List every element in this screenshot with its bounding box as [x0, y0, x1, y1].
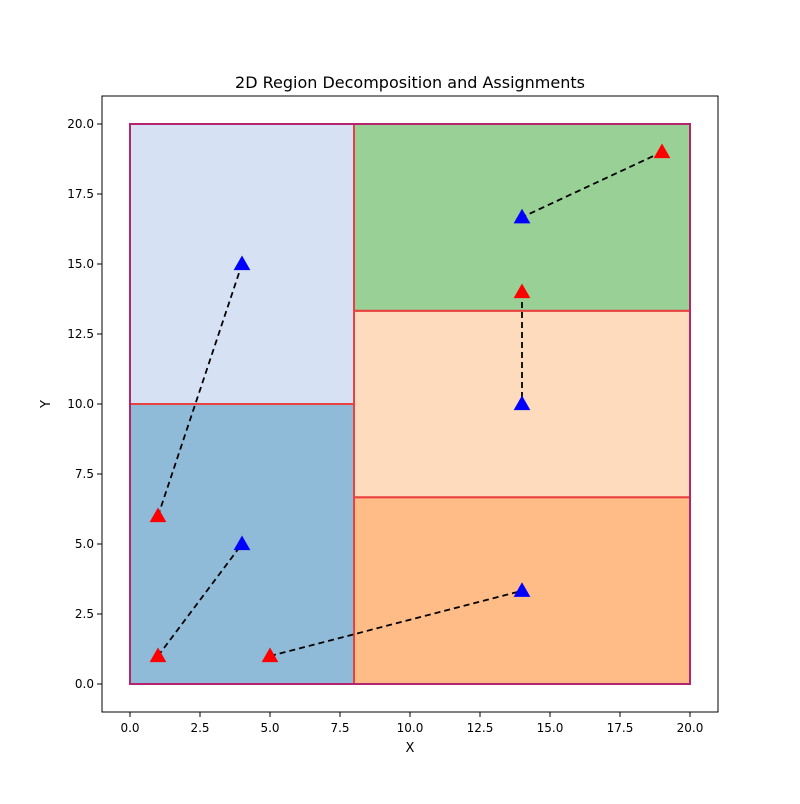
y-tick-label-5: 12.5	[67, 327, 94, 341]
blue-point-1	[233, 535, 251, 551]
y-ticks-layer: 0.0 2.5 5.0 7.5 10.0 12.5 15.0 17.5 20.0	[67, 117, 102, 691]
red-point-4	[653, 143, 671, 159]
x-axis-label: X	[406, 741, 415, 756]
y-tick-label-7: 17.5	[67, 187, 94, 201]
x-tick-label-3: 7.5	[330, 721, 349, 735]
blue-point-3	[513, 395, 531, 411]
points-layer	[149, 143, 671, 663]
x-ticks-layer: 0.0 2.5 5.0 7.5 10.0 12.5 15.0 17.5 20.0	[120, 712, 703, 735]
regions-layer	[129, 123, 691, 685]
x-tick-label-7: 17.5	[607, 721, 634, 735]
y-tick-label-2: 5.0	[75, 537, 94, 551]
x-tick-label-1: 2.5	[190, 721, 209, 735]
x-tick-label-6: 15.0	[537, 721, 564, 735]
x-tick-label-4: 10.0	[397, 721, 424, 735]
domain-outline	[129, 123, 691, 685]
red-point-1	[149, 647, 167, 663]
red-point-3	[513, 283, 531, 299]
y-tick-label-4: 10.0	[67, 397, 94, 411]
assignment-line-2	[269, 589, 523, 657]
y-tick-label-3: 7.5	[75, 467, 94, 481]
assignment-line-4	[521, 151, 663, 219]
x-tick-label-2: 5.0	[260, 721, 279, 735]
red-point-0	[149, 507, 167, 523]
y-tick-label-0: 0.0	[75, 677, 94, 691]
assignment-lines-layer	[157, 151, 663, 657]
assignment-line-1	[157, 543, 243, 657]
y-tick-label-8: 20.0	[67, 117, 94, 131]
x-tick-label-5: 12.5	[467, 721, 494, 735]
assignment-line-0	[157, 263, 243, 517]
y-tick-label-6: 15.0	[67, 257, 94, 271]
y-axis-label: Y	[39, 400, 54, 409]
x-tick-label-8: 20.0	[677, 721, 704, 735]
red-point-2	[261, 647, 279, 663]
blue-point-0	[233, 255, 251, 271]
y-tick-label-1: 2.5	[75, 607, 94, 621]
x-tick-label-0: 0.0	[120, 721, 139, 735]
blue-point-2	[513, 582, 531, 597]
chart-title: 2D Region Decomposition and Assignments	[235, 73, 585, 92]
blue-point-4	[513, 208, 531, 224]
